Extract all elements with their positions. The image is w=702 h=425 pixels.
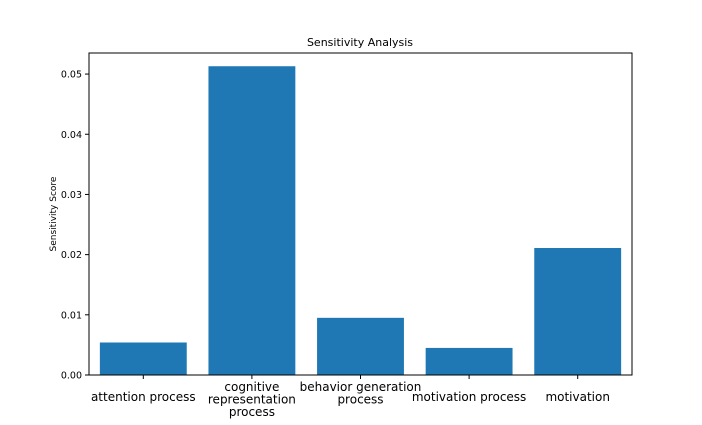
y-tick-label-3: 0.03 (61, 190, 82, 201)
y-tick-label-1: 0.01 (61, 310, 82, 321)
bar-0 (99, 342, 187, 375)
y-axis-title: Sensitivity Score (49, 176, 59, 251)
x-tick-label-2: behavior generation process (300, 380, 422, 407)
y-tick-label-5: 0.05 (61, 70, 82, 81)
bar-1 (208, 66, 296, 376)
x-tick-label-4: motivation (545, 390, 610, 404)
bar-2 (317, 317, 404, 375)
bar-4 (534, 248, 622, 375)
x-tick-label-3: motivation process (412, 390, 526, 404)
x-tick-label-1: cognitive representation process (208, 380, 296, 419)
y-tick-label-0: 0.00 (61, 371, 82, 382)
y-axis: 0.00 0.01 0.02 0.03 0.04 0.05 (61, 70, 89, 382)
x-tick-label-0: attention process (91, 390, 196, 404)
y-tick-label-2: 0.02 (61, 250, 82, 261)
x-axis: attention process cognitive representation… (91, 375, 610, 419)
plot-frame (88, 52, 633, 376)
bars-layer (99, 66, 622, 376)
chart-title: Sensitivity Analysis (307, 36, 413, 49)
y-tick-label-4: 0.04 (61, 130, 82, 141)
bar-3 (425, 347, 513, 375)
